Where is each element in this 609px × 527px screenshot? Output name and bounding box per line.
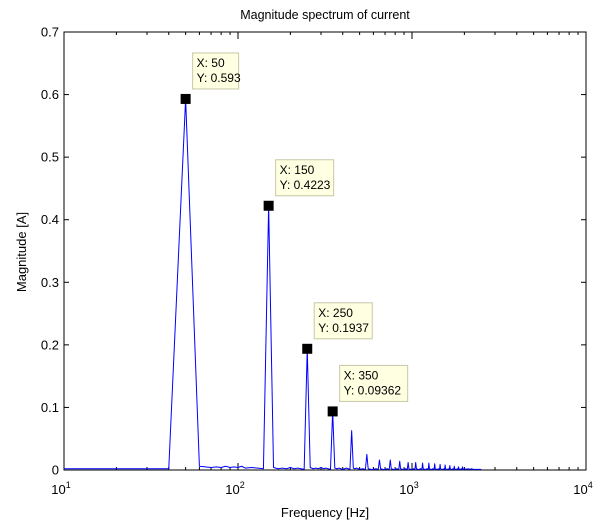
x-tick-exponent: 2 xyxy=(240,480,245,490)
datatip-box xyxy=(192,52,240,90)
x-tick-exponent: 3 xyxy=(414,480,419,490)
datatip-x-label: X: 50 xyxy=(197,56,225,70)
datatip-x-label: X: 250 xyxy=(318,306,353,320)
y-tick-label: 0.7 xyxy=(41,25,59,40)
datatip-y-label: Y: 0.1937 xyxy=(318,321,369,335)
x-tick-labels: 101 102 103 104 xyxy=(51,480,592,497)
y-tick-label: 0.6 xyxy=(41,87,59,102)
axes-box xyxy=(63,31,587,471)
datatip-marker[interactable] xyxy=(180,93,191,104)
x-tick-label: 102 xyxy=(225,480,244,497)
chart-title: Magnitude spectrum of current xyxy=(240,8,410,22)
x-tick-exponent: 4 xyxy=(588,480,593,490)
datatip-x-label: X: 150 xyxy=(280,163,315,177)
y-tick-label: 0.4 xyxy=(41,212,59,227)
y-tick-labels: 0 0.1 0.2 0.3 0.4 0.5 0.6 0.7 xyxy=(41,25,59,478)
y-tick-label: 0 xyxy=(52,463,59,478)
y-tick-label: 0.5 xyxy=(41,150,59,165)
y-tick-label: 0.1 xyxy=(41,400,59,415)
datatip-marker[interactable] xyxy=(263,200,274,211)
x-tick-label: 104 xyxy=(573,480,592,497)
datatip-box xyxy=(275,159,335,197)
datatip-marker[interactable] xyxy=(327,406,338,417)
datatip-marker[interactable] xyxy=(302,343,313,354)
y-tick-label: 0.3 xyxy=(41,275,59,290)
datatip-y-label: Y: 0.09362 xyxy=(344,383,402,397)
y-tick-label: 0.2 xyxy=(41,337,59,352)
x-axis-label: Frequency [Hz] xyxy=(281,505,369,520)
x-tick-exponent: 1 xyxy=(66,480,71,490)
datatip-y-label: Y: 0.593 xyxy=(197,71,241,85)
x-tick-label: 101 xyxy=(51,480,70,497)
x-tick-base: 10 xyxy=(399,482,413,497)
y-axis-label: Magnitude [A] xyxy=(14,212,29,292)
x-tick-label: 103 xyxy=(399,480,418,497)
datatip-x-label: X: 350 xyxy=(344,368,379,382)
datatip-box xyxy=(339,364,409,402)
datatip-box xyxy=(313,302,373,340)
x-tick-base: 10 xyxy=(573,482,587,497)
datatip[interactable]: X: 50Y: 0.593 xyxy=(180,52,241,104)
x-tick-base: 10 xyxy=(51,482,65,497)
datatip-y-label: Y: 0.4223 xyxy=(280,178,331,192)
series-layer xyxy=(64,98,482,470)
series-line xyxy=(64,98,482,470)
x-tick-base: 10 xyxy=(225,482,239,497)
